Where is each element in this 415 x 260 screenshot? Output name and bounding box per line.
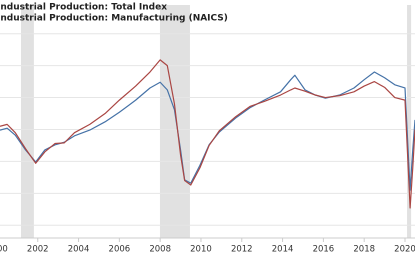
x-tick-label: 2006	[109, 245, 131, 255]
recession-shade	[159, 5, 190, 238]
legend-label: Industrial Production: Manufacturing (NA…	[0, 14, 228, 24]
x-tick-label: 2004	[68, 245, 90, 255]
x-tick-label: 2002	[27, 245, 49, 255]
x-tick-label: 2016	[313, 245, 335, 255]
x-tick-label: 2000	[0, 245, 8, 255]
x-tick-label: 2020	[394, 245, 415, 255]
series-line	[0, 59, 415, 209]
x-tick-label: 2014	[272, 245, 294, 255]
legend-label: Industrial Production: Total Index	[0, 3, 167, 13]
x-tick-label: 2008	[149, 245, 171, 255]
recession-shade	[21, 5, 34, 238]
x-tick-label: 2010	[190, 245, 212, 255]
recession-shade	[407, 5, 412, 238]
x-tick-label: 2018	[353, 245, 375, 255]
series-line	[0, 71, 415, 191]
x-tick-label: 2012	[231, 245, 253, 255]
